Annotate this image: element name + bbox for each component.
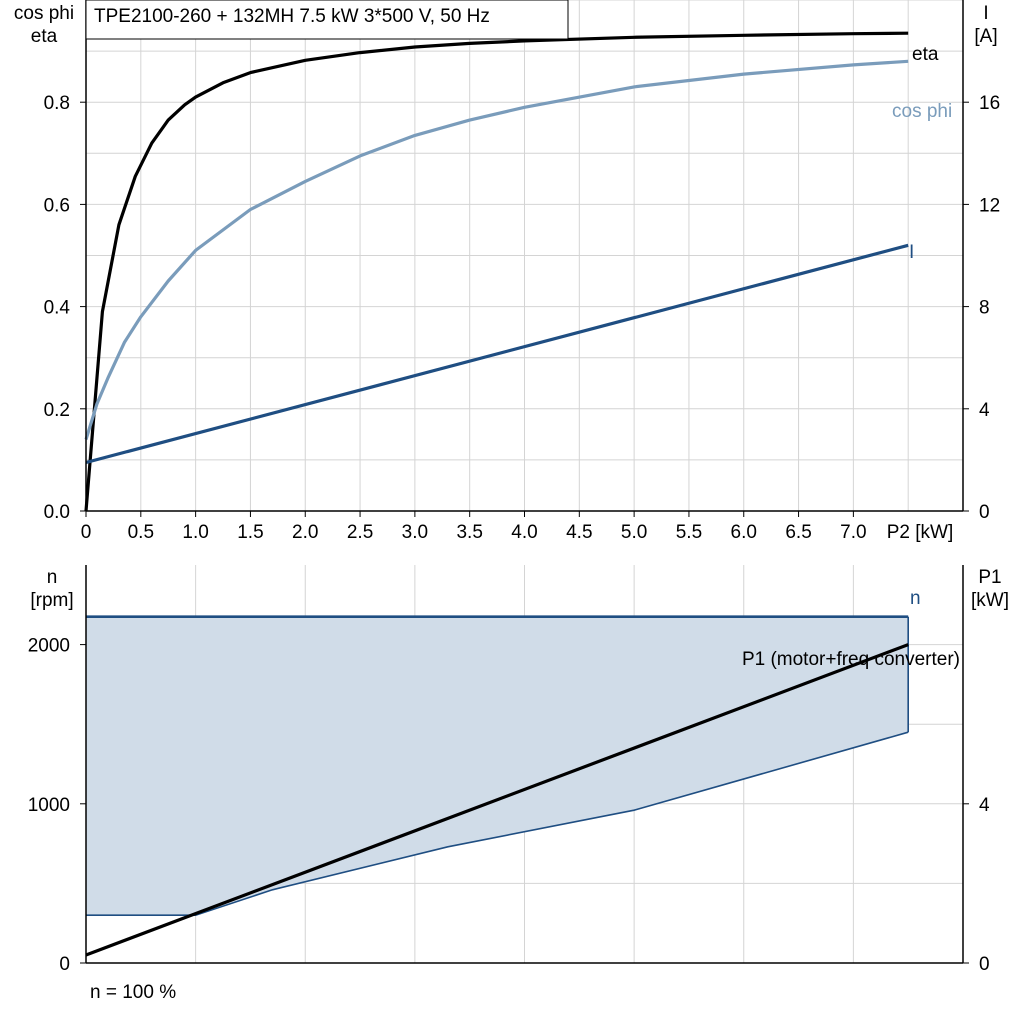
x-tick-label: 5.0 [621, 522, 647, 543]
top-tick-labels: 0 0.5 1.0 1.5 2.0 2.5 3.0 3.5 4.0 4.5 5.0 5.5 6.0 6.5… [44, 93, 1001, 543]
x-tick-label: 0 [81, 522, 92, 543]
y-left-tick-label: 0.4 [44, 298, 71, 319]
y-right-tick-label: 0 [979, 954, 990, 975]
x-tick-label: 2.5 [347, 522, 373, 543]
y-right-tick-label: 4 [979, 795, 990, 816]
n-range-area [86, 616, 909, 916]
x-tick-label: 7.0 [840, 522, 866, 543]
bottom-right-axis-label-line1: P1 [978, 567, 1001, 588]
series-label-p1: P1 (motor+freq converter) [742, 649, 960, 670]
bottom-right-axis-label-line2: [kW] [971, 590, 1009, 611]
eta-curve [84, 31, 909, 512]
left-axis-label-line1: cos phi [14, 3, 74, 24]
current-line [85, 243, 909, 465]
y-left-tick-label: 0.6 [44, 195, 70, 216]
x-tick-label: 3.5 [456, 522, 482, 543]
y-right-tick-label: 0 [979, 502, 990, 523]
bottom-tick-labels: 0 1000 2000 0 4 [28, 636, 990, 975]
footer-note: n = 100 % [90, 982, 176, 1003]
right-axis-label-line2: [A] [974, 26, 997, 47]
n-min-line [86, 731, 909, 917]
x-tick-label: 3.0 [402, 522, 428, 543]
x-tick-label: 6.0 [731, 522, 757, 543]
bottom-left-axis-label-line1: n [47, 567, 58, 588]
x-tick-label: 6.5 [785, 522, 811, 543]
x-tick-label: 0.5 [128, 522, 154, 543]
x-tick-label: 4.5 [566, 522, 592, 543]
y-left-tick-label: 0.2 [44, 400, 70, 421]
x-tick-label: 1.0 [182, 522, 208, 543]
y-left-tick-label: 0.0 [44, 502, 70, 523]
x-tick-label: 1.5 [237, 522, 263, 543]
cos-phi-curve [84, 59, 909, 440]
title-box [85, 0, 569, 40]
x-tick-label: 5.5 [676, 522, 702, 543]
series-label-cos-phi: cos phi [892, 101, 952, 122]
x-axis-label: P2 [kW] [887, 522, 954, 543]
top-series [84, 31, 909, 512]
chart-title: TPE2100-260 + 132MH 7.5 kW 3*500 V, 50 H… [94, 6, 490, 27]
bottom-series [85, 615, 909, 957]
bottom-axes [85, 565, 964, 964]
right-axis-label-line1: I [983, 3, 988, 24]
y-right-tick-label: 12 [979, 195, 1000, 216]
y-left-tick-label: 1000 [28, 795, 70, 816]
series-label-eta: eta [912, 44, 939, 65]
bottom-chart: 0 1000 2000 0 4 n [rpm] P1 [kW] n P1 (motor+… [28, 565, 1009, 1003]
top-chart: 0 0.5 1.0 1.5 2.0 2.5 3.0 3.5 4.0 4.5 5.0 5.5 6.0 6.5… [14, 0, 1000, 543]
x-tick-label: 2.0 [292, 522, 318, 543]
left-axis-label-line2: eta [31, 26, 58, 47]
y-right-tick-label: 16 [979, 93, 1000, 114]
p1-line [85, 643, 909, 957]
y-left-tick-label: 0 [59, 954, 70, 975]
bottom-left-axis-label-line2: [rpm] [30, 590, 73, 611]
y-left-tick-label: 0.8 [44, 93, 70, 114]
series-label-n: n [910, 588, 921, 609]
y-left-tick-label: 2000 [28, 636, 70, 657]
y-right-tick-label: 4 [979, 400, 990, 421]
y-right-tick-label: 8 [979, 298, 990, 319]
x-tick-label: 4.0 [511, 522, 537, 543]
series-label-current: I [909, 242, 914, 263]
top-grid [86, 0, 963, 511]
